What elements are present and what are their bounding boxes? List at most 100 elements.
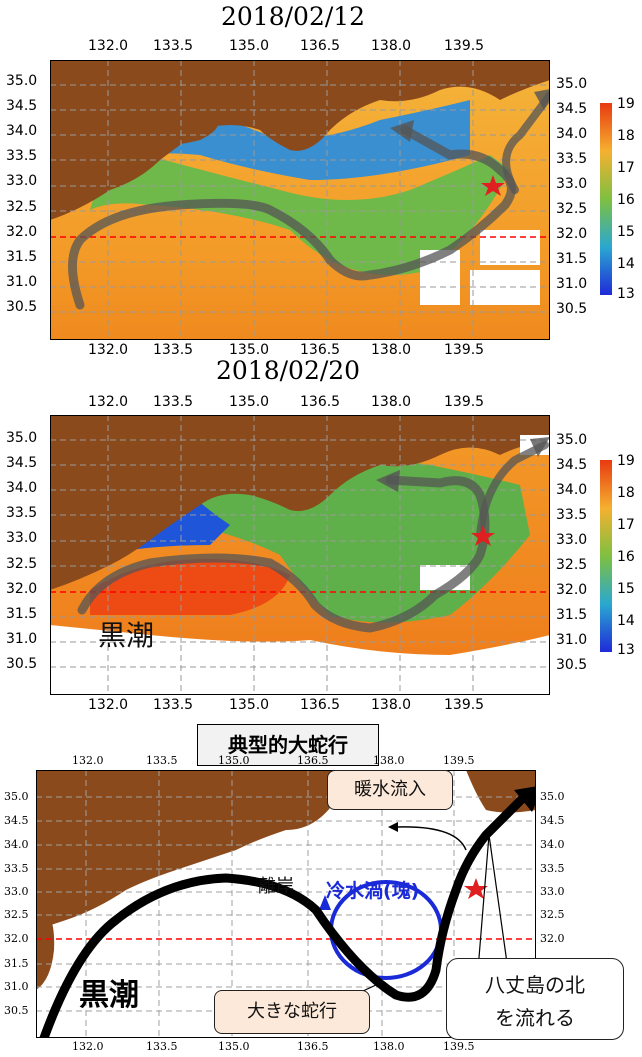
hachijo-star [481,175,505,196]
panel2-lat-tick-right: 33.5 [556,507,588,523]
panel3-lat-tick: 34.0 [4,838,29,851]
panel2-colorbar-tick: 13 [617,642,635,658]
panel1-lon-tick: 138.0 [371,38,412,54]
panel1-colorbar [600,103,612,295]
panel2-colorbar-tick: 19 [617,453,635,469]
panel3-lat-tick: 31.5 [4,957,29,970]
panel2-lat-tick-right: 30.5 [556,657,588,673]
panel2-colorbar-tick: 15 [617,581,635,597]
cold-eddy-label: 冷水渦(塊) [326,880,420,902]
panel1-lon-tick: 136.5 [300,38,341,54]
warm-core [90,559,290,615]
panel1-lon-tick-bottom: 132.0 [88,342,129,358]
panel1-lat-tick-right: 33.0 [556,176,588,192]
panel3-lon-tick-bottom: 139.5 [443,1040,475,1053]
panel2-lat-tick: 34.0 [6,480,38,496]
kuroshio-arrow-head [514,786,536,812]
panel2-lon-tick: 136.5 [300,394,341,410]
panel3-lat-tick: 32.5 [4,908,29,921]
panel1-lon-tick: 135.0 [229,38,270,54]
panel2-lat-tick-right: 34.5 [556,457,588,473]
panel2-colorbar [600,460,612,652]
panel3-lon-tick: 133.5 [146,754,178,767]
panel3-lon-tick-bottom: 136.5 [297,1040,329,1053]
panel2-lon-tick-bottom: 138.0 [371,697,412,713]
large-meander-label: 大きな蛇行 [214,990,370,1034]
hachijo-star [464,878,488,899]
panel1-lat-tick-right: 32.5 [556,201,588,217]
arrow-head [534,88,550,110]
panel3-lat-tick-right: 32.0 [540,932,565,945]
panel1-lon-tick-bottom: 135.0 [229,342,270,358]
panel1-colorbar-tick: 15 [617,224,635,240]
shikoku-land [51,828,134,867]
warm-inflow-label: 暖水流入 [327,770,453,810]
panel1-lon-tick: 133.5 [153,38,194,54]
panel1-lat-tick-right: 31.0 [556,276,588,292]
panel1-lat-tick: 34.5 [6,98,38,114]
panel2-lat-tick: 32.5 [6,556,38,572]
panel1-lat-tick: 32.5 [6,199,38,215]
japan-land [50,60,550,220]
japan-land [36,770,336,930]
panel3-lon-tick: 132.0 [72,754,104,767]
panel3-lat-tick: 30.5 [4,1004,29,1017]
panel1-lat-tick-right: 34.0 [556,126,588,142]
panel1-lon-tick: 132.0 [88,38,129,54]
map-frame [50,60,550,340]
panel2-colorbar-tick: 17 [617,517,635,533]
panel3-lat-tick: 32.0 [4,932,29,945]
panel1-lat-tick-right: 31.5 [556,251,588,267]
hachijo-label-line2: を流れる [495,1006,575,1030]
panel1-colorbar-tick: 17 [617,160,635,176]
panel2-lat-tick-right: 35.0 [556,432,588,448]
panel2-lat-tick-right: 31.0 [556,632,588,648]
panel3-lat-tick-right: 35.0 [540,790,565,803]
panel2-lon-tick: 135.0 [229,394,270,410]
panel2-lat-tick-right: 33.0 [556,532,588,548]
panel3-lon-tick: 138.0 [373,754,405,767]
panel1-lat-tick: 31.0 [6,274,38,290]
panel2-lat-tick: 33.0 [6,530,38,546]
panel3-lat-tick-right: 32.5 [540,908,565,921]
panel2-lon-tick-bottom: 132.0 [88,697,129,713]
panel2-lon-tick-bottom: 139.5 [444,697,485,713]
panel2-colorbar-tick: 18 [617,485,635,501]
panel3-lon-tick-bottom: 138.0 [373,1040,405,1053]
panel2-colorbar-tick: 14 [617,613,635,629]
hachijo-label-line1: 八丈島の北 [485,973,585,997]
panel1-lon-tick-bottom: 139.5 [444,342,485,358]
arrow-head [390,120,414,142]
panel3-lon-tick-bottom: 132.0 [72,1040,104,1053]
panel3-lat-tick: 35.0 [4,790,29,803]
kyushu-land [36,900,55,990]
panel1-lat-tick: 35.0 [6,73,38,89]
panel2-lat-tick-right: 32.5 [556,557,588,573]
panel1-lat-tick-right: 30.5 [556,301,588,317]
panel3-lon-tick-bottom: 135.0 [218,1040,250,1053]
panel3-lat-tick: 31.0 [4,980,29,993]
eddy-arrow-head [319,895,331,910]
panel1-lat-tick-right: 35.0 [556,76,588,92]
panel2-lon-tick: 132.0 [88,394,129,410]
panel2-title: 2018/02/20 [216,356,361,385]
panel1-lon-tick-bottom: 136.5 [300,342,341,358]
panel3-title: 典型的大蛇行 [197,724,379,766]
warm-inflow-arrow [395,826,467,851]
cold-water-band [90,145,510,275]
panel3-lat-tick: 33.0 [4,885,29,898]
panel1-lat-tick: 33.0 [6,173,38,189]
hachijo-star [471,525,495,546]
panel2-lat-tick: 30.5 [6,656,38,672]
panel1-lat-tick-right: 34.5 [556,101,588,117]
panel1-colorbar-tick: 19 [617,96,635,112]
panel1-lat-tick: 31.5 [6,249,38,265]
panel1-colorbar-tick: 14 [617,256,635,272]
panel3-kuroshio-label: 黒潮 [79,978,139,1013]
panel1-lat-tick: 30.5 [6,299,38,315]
panel2-lat-tick: 33.5 [6,505,38,521]
panel1-colorbar-tick: 13 [617,286,635,302]
panel2-lon-tick: 139.5 [444,394,485,410]
hachijo-north-label: 八丈島の北 を流れる [446,958,624,1040]
panel2-lat-tick-right: 34.0 [556,482,588,498]
